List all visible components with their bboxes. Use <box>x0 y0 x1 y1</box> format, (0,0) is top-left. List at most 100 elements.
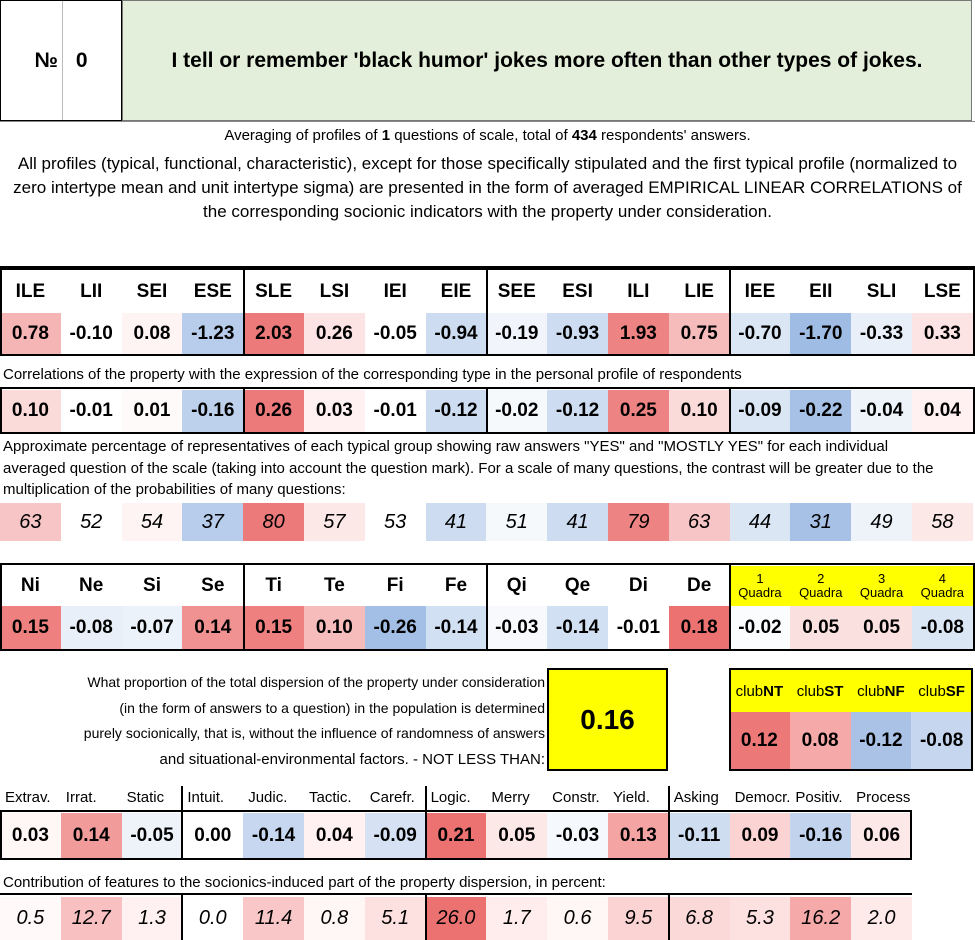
function-header-8: Qi <box>506 575 527 596</box>
type-profile-cell-13: -1.70 <box>790 313 852 355</box>
traits-header-row: Extrav. Irrat. Static Intuit. Judic. Tactic. C… <box>0 786 975 809</box>
type-profile-cell-11: 0.75 <box>668 313 730 355</box>
type-header-13: EII <box>809 281 833 302</box>
club-value-2: -0.12 <box>850 712 912 769</box>
types-header-row: ILE LII SEI ESE SLE LSI IEI EIE SEE ESI ILI LIE IEE E… <box>0 271 975 313</box>
type-profile-cell-1: -0.10 <box>60 313 122 355</box>
type-profile-cell-9: -0.93 <box>547 313 608 355</box>
trait-value-cell-14: 0.06 <box>851 813 912 858</box>
dispersion-text: What proportion of the total dispersion … <box>83 674 545 768</box>
type-profile-cell-5: 0.26 <box>303 313 365 355</box>
type-corr-cell-8: -0.02 <box>486 390 548 432</box>
type-pct-cell-10: 79 <box>607 503 669 541</box>
function-value-cell-0: 0.15 <box>0 606 61 650</box>
trait-contribution-row: 0.5 12.7 1.3 0.0 11.4 0.8 5.1 26.0 1.7 0.6 9.5 6.8 5… <box>0 897 975 940</box>
club-header-1: club ST <box>789 670 851 712</box>
trait-value-cell-6: -0.09 <box>364 813 426 858</box>
trait-value-cell-3: 0.00 <box>182 813 244 858</box>
type-profile-cell-3: -1.23 <box>182 313 244 355</box>
trait-value-cell-4: -0.14 <box>243 813 304 858</box>
type-header-1: LII <box>80 281 103 302</box>
trait-header-6: Carefr. <box>369 789 415 806</box>
type-header-8: SEE <box>497 281 536 302</box>
function-value-cell-7: -0.14 <box>425 606 487 650</box>
clubs-header-row: club NT club ST club NF club SF <box>729 670 972 712</box>
club-value-1: 0.08 <box>789 712 851 769</box>
type-corr-cell-5: 0.03 <box>303 390 365 432</box>
trait-value-cell-9: -0.03 <box>547 813 608 858</box>
function-value-cell-12: -0.02 <box>729 606 791 650</box>
type-profile-cell-4: 2.03 <box>243 313 304 355</box>
trait-contrib-cell-5: 0.8 <box>303 897 365 940</box>
clubs-values-row: 0.12 0.08 -0.12 -0.08 <box>729 712 972 769</box>
type-corr-cell-2: 0.01 <box>121 390 183 432</box>
function-header-4: Ti <box>265 575 282 596</box>
function-header-0: Ni <box>20 575 40 596</box>
type-profile-cell-12: -0.70 <box>729 313 791 355</box>
type-profile-cell-7: -0.94 <box>425 313 487 355</box>
trait-value-cell-0: 0.03 <box>0 813 61 858</box>
trait-value-cell-5: 0.04 <box>303 813 365 858</box>
type-pct-cell-13: 31 <box>790 503 852 541</box>
type-header-2: SEI <box>136 281 168 302</box>
function-header-5: Te <box>324 575 345 596</box>
function-value-cell-10: -0.01 <box>607 606 669 650</box>
traits-box <box>0 810 912 860</box>
type-pct-cell-12: 44 <box>729 503 791 541</box>
function-header-7: Fe <box>444 575 468 596</box>
function-header-3: Se <box>201 575 225 596</box>
caption-correlations: Correlations of the property with the ex… <box>3 366 742 383</box>
trait-contrib-cell-12: 5.3 <box>729 897 791 940</box>
type-corr-cell-10: 0.25 <box>607 390 669 432</box>
type-profile-cell-0: 0.78 <box>0 313 61 355</box>
function-value-cell-4: 0.15 <box>243 606 304 650</box>
function-value-cell-3: 0.14 <box>182 606 244 650</box>
trait-contrib-cell-1: 12.7 <box>60 897 122 940</box>
trait-header-0: Extrav. <box>5 789 51 806</box>
type-pct-cell-0: 63 <box>0 503 61 541</box>
type-header-15: LSE <box>923 281 961 302</box>
trait-contrib-cell-3: 0.0 <box>182 897 244 940</box>
type-profile-cell-8: -0.19 <box>486 313 548 355</box>
trait-header-10: Yield. <box>612 789 650 806</box>
type-pct-cell-3: 37 <box>182 503 244 541</box>
caption-contribution: Contribution of features to the socionic… <box>3 874 606 891</box>
trait-value-cell-1: 0.14 <box>60 813 122 858</box>
function-value-cell-14: 0.05 <box>851 606 912 650</box>
trait-header-13: Positiv. <box>795 789 843 806</box>
function-value-cell-2: -0.07 <box>121 606 183 650</box>
type-pct-cell-14: 49 <box>851 503 912 541</box>
type-header-0: ILE <box>15 281 46 302</box>
type-corr-cell-13: -0.22 <box>790 390 852 432</box>
type-header-7: EIE <box>440 281 472 302</box>
type-header-6: IEI <box>383 281 407 302</box>
trait-header-14: Process <box>856 789 911 806</box>
type-header-9: ESI <box>562 281 593 302</box>
function-value-cell-6: -0.26 <box>364 606 426 650</box>
type-corr-cell-9: -0.12 <box>547 390 608 432</box>
function-header-6: Fi <box>386 575 404 596</box>
trait-values-row: 0.03 0.14 -0.05 0.00 -0.14 0.04 -0.09 0.21 0.05-… <box>0 813 975 858</box>
trait-contrib-cell-2: 1.3 <box>121 897 183 940</box>
type-corr-cell-3: -0.16 <box>182 390 244 432</box>
trait-header-9: Constr. <box>552 789 600 806</box>
trait-contrib-cell-9: 0.6 <box>547 897 608 940</box>
type-header-3: ESE <box>193 281 232 302</box>
type-pct-cell-6: 53 <box>364 503 426 541</box>
function-value-cell-5: 0.10 <box>303 606 365 650</box>
quadra-header-3: 4 Quadra <box>911 566 973 606</box>
trait-header-7: Logic. <box>430 789 471 806</box>
number-label: № <box>34 48 58 72</box>
trait-header-5: Tactic. <box>308 789 352 806</box>
trait-value-cell-10: 0.13 <box>607 813 669 858</box>
type-header-10: ILI <box>627 281 650 302</box>
type-pct-cell-7: 41 <box>425 503 487 541</box>
trait-header-3: Intuit. <box>187 789 225 806</box>
type-pct-cell-9: 41 <box>547 503 608 541</box>
type-correlation-row: 0.10 -0.01 0.01 -0.16 0.26 0.03 -0.01 -0.12 -0.0… <box>0 390 975 432</box>
type-profile-cell-2: 0.08 <box>121 313 183 355</box>
club-header-2: club NF <box>850 670 912 712</box>
trait-contrib-cell-8: 1.7 <box>486 897 548 940</box>
number-value: 0 <box>75 48 88 72</box>
type-pct-cell-15: 58 <box>911 503 973 541</box>
